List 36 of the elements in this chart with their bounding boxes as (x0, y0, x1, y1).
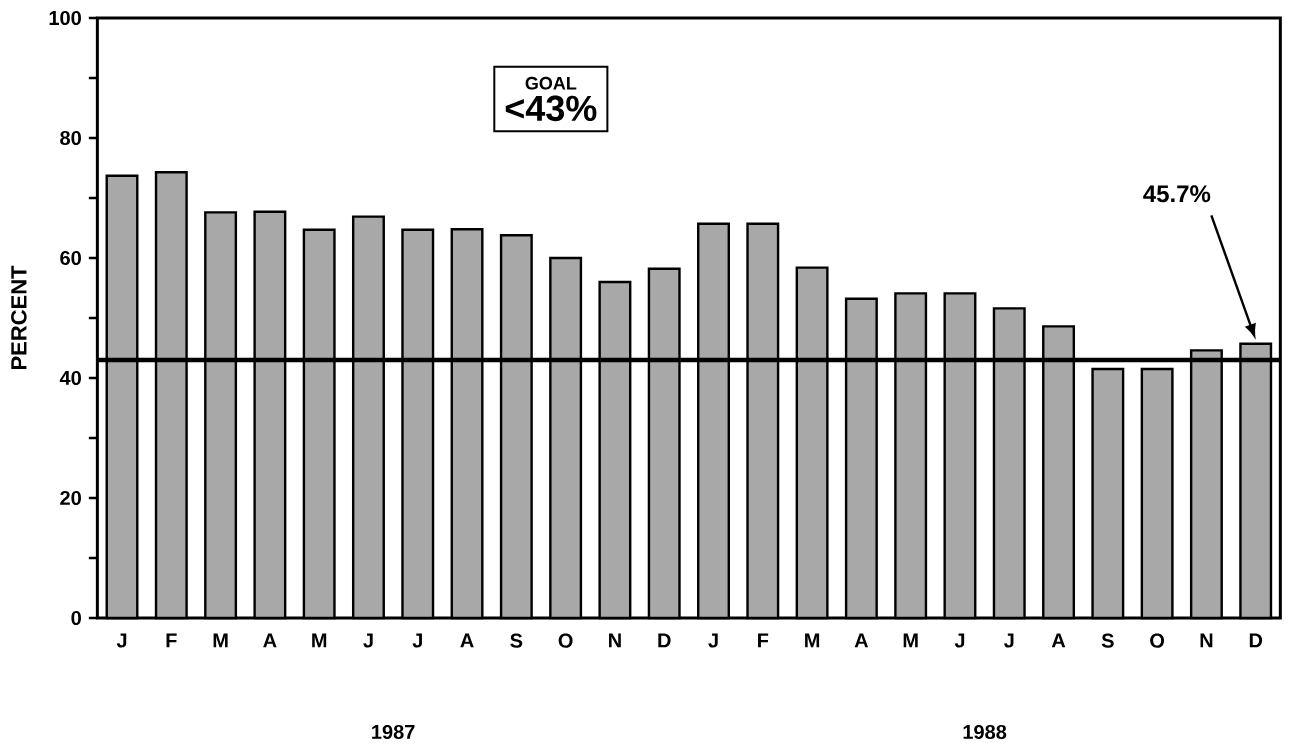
y-tick-label: 0 (71, 611, 81, 626)
x-tick-label: D (658, 633, 671, 648)
x-tick-label: N (609, 633, 621, 648)
x-tick-label: J (116, 633, 127, 648)
y-tick-label: 60 (60, 251, 81, 266)
x-tick-label: S (510, 633, 523, 648)
x-tick-label: M (213, 633, 228, 648)
x-tick-label: J (954, 633, 965, 648)
text: 1987 (372, 725, 415, 740)
x-tick-label: D (1249, 633, 1263, 648)
annotation: GOAL (525, 76, 577, 90)
x-tick-label: N (1200, 633, 1213, 648)
x-tick-label: A (854, 633, 869, 648)
x-tick-label: M (312, 633, 327, 648)
y-tick-label: 40 (59, 371, 81, 386)
y-tick-label: 20 (60, 491, 81, 506)
x-tick-label: J (1004, 633, 1014, 648)
x-tick-label: F (166, 633, 177, 648)
x-tick-label: A (1051, 633, 1066, 648)
x-tick-label: F (758, 633, 769, 648)
annotation: 45.7% (1143, 185, 1211, 203)
y-axis-title: PERCENT (11, 265, 27, 370)
x-tick-label: J (412, 633, 422, 648)
text: 1988 (963, 725, 1007, 740)
annotation: <43% (505, 95, 597, 122)
x-tick-label: J (708, 633, 718, 648)
y-tick-label: 80 (60, 131, 81, 146)
x-tick-label: A (460, 633, 474, 648)
x-tick-label: M (805, 633, 820, 648)
x-tick-label: O (1150, 633, 1165, 648)
x-tick-label: O (558, 633, 573, 648)
x-tick-label: S (1101, 633, 1114, 648)
x-tick-label: A (263, 633, 277, 648)
x-tick-label: M (903, 633, 918, 648)
x-tick-label: J (363, 633, 373, 648)
y-tick-label: 100 (49, 11, 81, 26)
